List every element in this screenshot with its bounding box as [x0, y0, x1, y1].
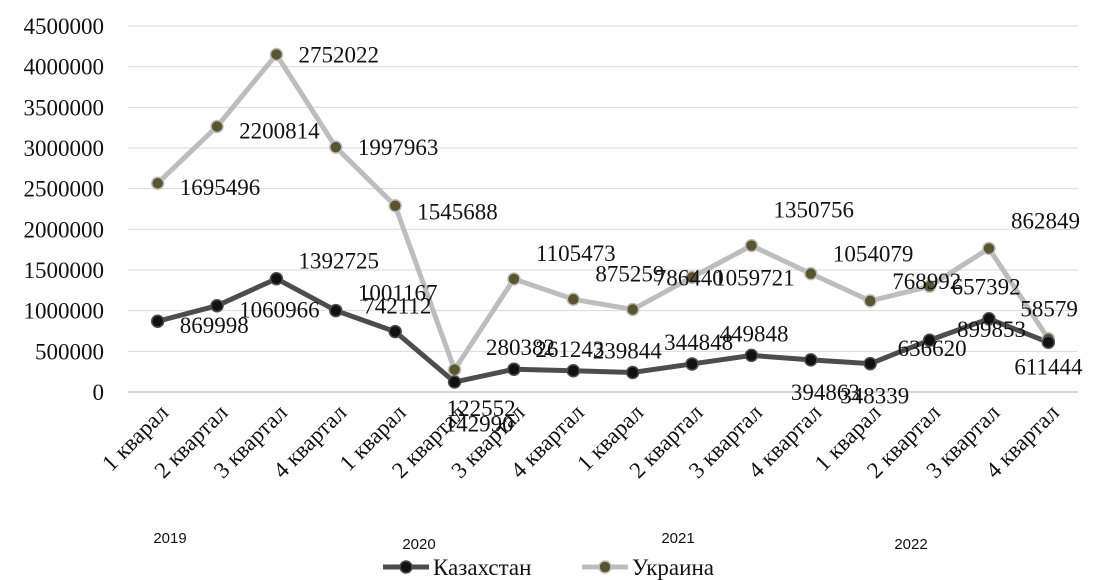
data-label: 1105473	[536, 241, 616, 266]
data-label: 280382	[486, 335, 555, 360]
data-label: 786440	[655, 265, 724, 290]
data-label: 261243	[535, 337, 604, 362]
series-line	[155, 276, 1051, 385]
data-label: 58579	[1020, 297, 1078, 322]
data-label: 869998	[180, 313, 249, 338]
data-label: 862849	[1011, 208, 1080, 233]
data-point	[329, 303, 343, 318]
y-tick-label: 1500000	[24, 258, 105, 283]
data-point	[566, 364, 581, 378]
data-point	[388, 324, 402, 339]
data-point	[150, 314, 165, 328]
year-group-labels: 2019 2020 2021 2022	[153, 530, 927, 553]
series-markers	[150, 47, 1056, 389]
data-point	[922, 333, 937, 347]
data-label: 1997963	[358, 135, 439, 160]
data-point	[685, 270, 699, 285]
data-label: 1545688	[417, 200, 498, 225]
data-label: 1060966	[239, 298, 320, 323]
year-label: 2020	[402, 536, 435, 553]
data-label: 768992	[892, 269, 961, 294]
grid-lines	[128, 25, 1078, 393]
data-point	[982, 312, 996, 326]
data-point	[150, 176, 165, 190]
data-label: 2752022	[298, 42, 379, 67]
data-label: 1392725	[298, 249, 379, 274]
data-point	[744, 238, 759, 253]
data-point	[685, 357, 699, 371]
data-label: 1059721	[714, 265, 795, 290]
data-point	[210, 298, 224, 313]
data-label: 122552	[447, 396, 516, 421]
legend-swatch-marker	[399, 560, 413, 574]
series-line	[155, 51, 1051, 373]
data-label: 1350756	[773, 198, 854, 223]
data-point	[447, 375, 462, 389]
data-point	[447, 362, 462, 377]
data-point	[210, 119, 224, 134]
y-tick-label: 4000000	[24, 55, 105, 80]
data-point	[625, 302, 640, 317]
data-label: 657392	[952, 274, 1021, 299]
data-point	[922, 279, 937, 294]
y-tick-label: 0	[93, 380, 105, 405]
data-point	[388, 198, 402, 213]
data-label: 1695496	[180, 175, 261, 200]
data-point	[804, 266, 818, 281]
data-label: 875259	[595, 261, 664, 286]
data-point	[744, 348, 759, 363]
data-point	[863, 356, 877, 371]
data-label: 1054079	[833, 242, 914, 267]
data-label: 742112	[363, 294, 431, 319]
y-tick-label: 3000000	[24, 136, 105, 161]
data-label: 2200814	[239, 118, 320, 143]
data-label: 348339	[840, 384, 909, 409]
data-label: 1001167	[358, 281, 438, 306]
data-point	[804, 353, 818, 367]
data-point	[625, 365, 640, 380]
data-point	[329, 140, 343, 154]
data-label: 239844	[593, 338, 663, 363]
data-label: 394863	[791, 380, 860, 405]
legend-label: Казахстан	[433, 555, 531, 580]
year-label: 2021	[661, 530, 694, 547]
y-axis-tick-labels: 0 500000 1000000 1500000 2000000 2500000 30000…	[24, 14, 105, 405]
data-point	[507, 362, 521, 376]
series-lines	[155, 51, 1051, 385]
y-tick-label: 2500000	[24, 177, 105, 202]
legend-swatch-marker	[598, 560, 612, 574]
data-point	[269, 47, 284, 62]
y-tick-label: 1000000	[24, 299, 105, 324]
data-label: 636620	[898, 336, 967, 361]
legend: Казахстан Украина	[383, 555, 714, 580]
y-tick-label: 2000000	[24, 217, 105, 242]
data-point	[863, 294, 877, 308]
year-label: 2022	[894, 536, 927, 553]
data-label: 611444	[1014, 354, 1083, 379]
y-tick-label: 3500000	[24, 95, 105, 120]
data-point	[982, 241, 996, 256]
data-label: 344848	[664, 330, 733, 355]
data-label: 899853	[957, 317, 1026, 342]
data-point	[507, 272, 521, 286]
data-point	[269, 271, 284, 286]
data-point	[566, 292, 581, 307]
data-label: 449848	[719, 321, 788, 346]
y-tick-label: 500000	[35, 339, 104, 364]
legend-label: Украина	[632, 555, 714, 580]
y-tick-label: 4500000	[24, 14, 105, 39]
data-label: 142990	[445, 412, 514, 437]
year-label: 2019	[153, 530, 186, 547]
data-point	[1041, 335, 1056, 350]
